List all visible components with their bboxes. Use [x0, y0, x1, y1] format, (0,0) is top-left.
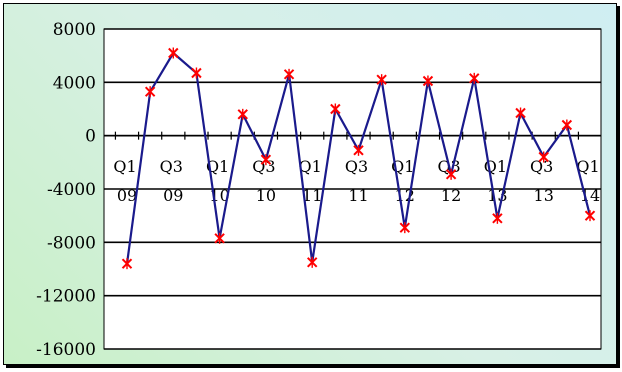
data-point-marker [121, 258, 133, 270]
y-tick-label: -8000 [47, 233, 96, 253]
data-point-marker [306, 256, 318, 268]
x-tick-label-quarter: Q1 [576, 157, 599, 176]
data-point-marker [191, 67, 202, 79]
y-tick-label: 8000 [53, 20, 96, 40]
y-tick-label: -16000 [36, 340, 96, 360]
data-point-marker [469, 72, 480, 84]
data-point-marker [353, 144, 364, 156]
data-point-marker [376, 74, 387, 86]
x-tick-label-quarter: Q1 [113, 157, 136, 176]
data-point-marker [144, 86, 156, 98]
data-series [121, 47, 596, 270]
data-point-marker [214, 232, 225, 244]
data-point-marker [492, 212, 503, 224]
x-tick-label-year: 13 [534, 186, 554, 205]
x-tick-label-quarter: Q1 [206, 157, 229, 176]
data-point-marker [260, 154, 272, 166]
y-tick-label: 0 [85, 127, 96, 147]
x-tick-label-year: 14 [580, 186, 600, 205]
data-point-marker [445, 168, 457, 180]
x-tick-label-year: 12 [441, 186, 461, 205]
chart-frame: 8000 4000 0 -4000 -8000 -12000 -16000 Q1 09 Q3 09… [3, 3, 617, 365]
x-tick-label-year: 11 [348, 186, 368, 205]
data-point-marker [538, 151, 549, 163]
line-chart: 8000 4000 0 -4000 -8000 -12000 -16000 Q1 09 Q3 09… [36, 20, 602, 360]
data-point-marker [168, 47, 179, 59]
data-point-marker [330, 103, 341, 115]
y-axis-tick-labels: 8000 4000 0 -4000 -8000 -12000 -16000 [36, 20, 96, 360]
data-point-marker [237, 108, 248, 120]
data-point-marker [561, 119, 573, 131]
x-tick-label-year: 09 [117, 186, 137, 205]
x-tick-label-quarter: Q1 [299, 157, 322, 176]
data-point-marker [584, 210, 596, 222]
x-tick-label-quarter: Q3 [252, 157, 275, 176]
data-point-marker [515, 107, 526, 119]
x-tick-label-quarter: Q3 [345, 157, 368, 176]
x-tick-label-quarter: Q3 [160, 157, 183, 176]
data-point-marker [422, 75, 434, 87]
x-tick-label-year: 11 [302, 186, 322, 205]
x-tick-label-year: 09 [163, 186, 183, 205]
y-tick-label: -12000 [36, 287, 96, 307]
y-tick-label: -4000 [47, 180, 96, 200]
y-tick-label: 4000 [53, 73, 96, 93]
plot-border [103, 28, 602, 350]
data-point-marker [399, 222, 411, 234]
data-point-marker [283, 68, 295, 80]
x-axis [104, 131, 601, 140]
x-tick-label-year: 10 [256, 186, 276, 205]
